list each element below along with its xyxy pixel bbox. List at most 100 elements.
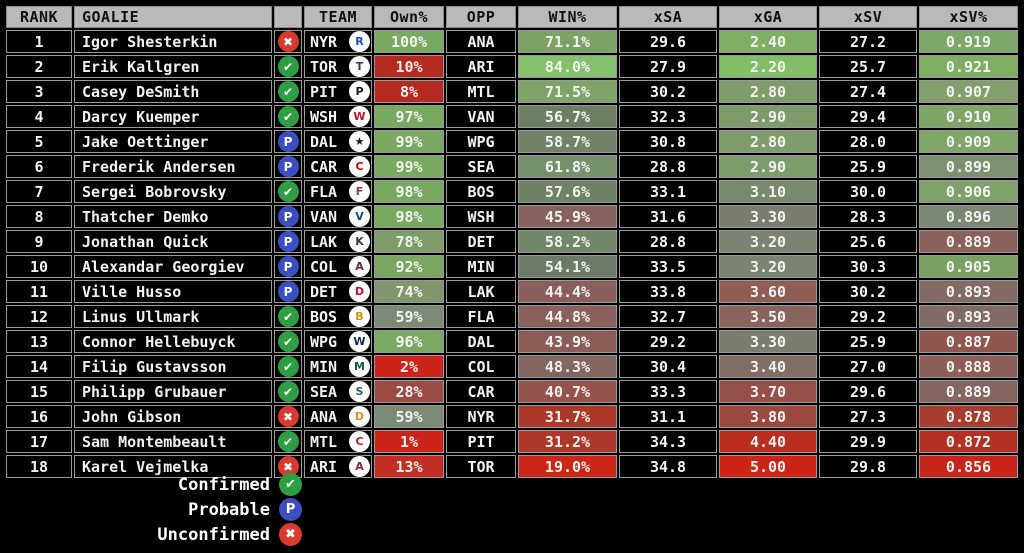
xga-cell: 3.30	[719, 205, 817, 228]
goalie-name-cell: Ville Husso	[74, 280, 272, 303]
rank-cell: 14	[6, 355, 72, 378]
status-cell: ✔	[274, 430, 302, 453]
xsv-pct-cell: 0.899	[919, 155, 1018, 178]
confirmed-status-icon: ✔	[277, 331, 299, 352]
probable-status-icon: P	[277, 256, 299, 277]
team-wrap: MTL C	[305, 431, 371, 452]
xsv-pct-cell: 0.889	[919, 230, 1018, 253]
goalie-name-cell: Jake Oettinger	[74, 130, 272, 153]
goalie-name-cell: Alexandar Georgiev	[74, 255, 272, 278]
team-logo-icon: D	[349, 281, 370, 302]
legend-label-unconfirmed: Unconfirmed	[157, 524, 270, 545]
win-pct-cell: 61.8%	[518, 155, 617, 178]
table-row: 16 John Gibson ✖ ANA D 59% NYR 31.7% 31.1 3.80 27.…	[6, 405, 1018, 428]
win-pct-cell: 71.5%	[518, 80, 617, 103]
win-pct-cell: 58.2%	[518, 230, 617, 253]
xsv-pct-cell: 0.889	[919, 380, 1018, 403]
xsv-pct-cell: 0.909	[919, 130, 1018, 153]
team-logo-icon: V	[349, 206, 370, 227]
win-pct-cell: 57.6%	[518, 180, 617, 203]
team-wrap: WSH W	[305, 106, 371, 127]
opp-cell: WSH	[446, 205, 516, 228]
win-pct-cell: 43.9%	[518, 330, 617, 353]
opp-cell: WPG	[446, 130, 516, 153]
confirmed-status-icon: ✔	[277, 306, 299, 327]
table-row: 9 Jonathan Quick P LAK K 78% DET 58.2% 28.8 3.20 2…	[6, 230, 1018, 253]
legend-label-probable: Probable	[188, 499, 270, 520]
probable-status-icon: P	[277, 131, 299, 152]
rank-cell: 18	[6, 455, 72, 478]
xsv-cell: 27.2	[819, 30, 917, 53]
xsa-cell: 33.1	[619, 180, 717, 203]
team-cell: FLA F	[304, 180, 372, 203]
xsv-cell: 27.4	[819, 80, 917, 103]
opp-cell: LAK	[446, 280, 516, 303]
xsa-cell: 32.3	[619, 105, 717, 128]
xsa-cell: 31.6	[619, 205, 717, 228]
confirmed-status-icon: ✔	[277, 106, 299, 127]
xga-cell: 3.80	[719, 405, 817, 428]
xsv-cell: 25.9	[819, 155, 917, 178]
header-row: RANK GOALIE TEAM Own% OPP WIN% xSA xGA xSV xSV%	[6, 6, 1018, 28]
table-row: 15 Philipp Grubauer ✔ SEA S 28% CAR 40.7% 33.3 3.…	[6, 380, 1018, 403]
team-wrap: DAL ★	[305, 131, 371, 152]
xsv-cell: 27.3	[819, 405, 917, 428]
table-row: 5 Jake Oettinger P DAL ★ 99% WPG 58.7% 30.8 2.80 2…	[6, 130, 1018, 153]
team-wrap: SEA S	[305, 381, 371, 402]
team-abbr: CAR	[310, 157, 338, 176]
team-abbr: FLA	[310, 182, 338, 201]
xsv-pct-cell: 0.893	[919, 280, 1018, 303]
table-row: 3 Casey DeSmith ✔ PIT P 8% MTL 71.5% 30.2 2.80 27.…	[6, 80, 1018, 103]
unconfirmed-status-icon: ✖	[279, 523, 302, 546]
unconfirmed-status-icon: ✖	[277, 406, 299, 427]
goalie-name-cell: Linus Ullmark	[74, 305, 272, 328]
col-header-team: TEAM	[304, 6, 372, 28]
win-pct-cell: 48.3%	[518, 355, 617, 378]
team-wrap: LAK K	[305, 231, 371, 252]
team-abbr: DAL	[310, 132, 338, 151]
status-cell: ✖	[274, 30, 302, 53]
table-row: 14 Filip Gustavsson ✔ MIN M 2% COL 48.3% 30.4 3.4…	[6, 355, 1018, 378]
opp-cell: MIN	[446, 255, 516, 278]
xsa-cell: 32.7	[619, 305, 717, 328]
own-pct-cell: 1%	[374, 430, 444, 453]
team-cell: MIN M	[304, 355, 372, 378]
team-wrap: NYR R	[305, 31, 371, 52]
own-pct-cell: 78%	[374, 230, 444, 253]
col-header-xga: xGA	[719, 6, 817, 28]
goalie-name-cell: Karel Vejmelka	[74, 455, 272, 478]
team-wrap: BOS B	[305, 306, 371, 327]
rank-cell: 17	[6, 430, 72, 453]
own-pct-cell: 13%	[374, 455, 444, 478]
team-logo-icon: R	[349, 31, 370, 52]
rank-cell: 15	[6, 380, 72, 403]
confirmed-status-icon: ✔	[277, 431, 299, 452]
xga-cell: 2.80	[719, 80, 817, 103]
team-wrap: COL A	[305, 256, 371, 277]
xga-cell: 5.00	[719, 455, 817, 478]
team-logo-icon: S	[349, 381, 370, 402]
probable-status-icon: P	[277, 231, 299, 252]
xsa-cell: 31.1	[619, 405, 717, 428]
confirmed-status-icon: ✔	[277, 81, 299, 102]
status-cell: P	[274, 230, 302, 253]
own-pct-cell: 59%	[374, 405, 444, 428]
team-abbr: DET	[310, 282, 338, 301]
xsv-cell: 29.6	[819, 380, 917, 403]
xsa-cell: 28.8	[619, 155, 717, 178]
opp-cell: VAN	[446, 105, 516, 128]
xsv-cell: 30.2	[819, 280, 917, 303]
team-abbr: MIN	[310, 357, 338, 376]
xsa-cell: 29.2	[619, 330, 717, 353]
xga-cell: 2.20	[719, 55, 817, 78]
legend-item-probable: Probable P	[0, 497, 302, 522]
team-logo-icon: P	[349, 81, 370, 102]
rank-cell: 8	[6, 205, 72, 228]
team-cell: CAR C	[304, 155, 372, 178]
win-pct-cell: 44.8%	[518, 305, 617, 328]
xga-cell: 3.30	[719, 330, 817, 353]
opp-cell: DAL	[446, 330, 516, 353]
xsv-pct-cell: 0.919	[919, 30, 1018, 53]
team-wrap: MIN M	[305, 356, 371, 377]
col-header-own-pct: Own%	[374, 6, 444, 28]
